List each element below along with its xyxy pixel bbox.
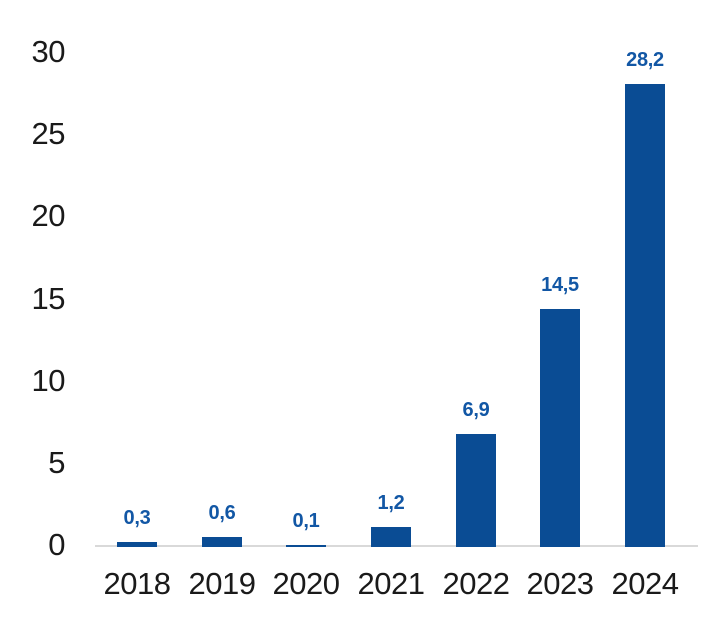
x-tick-label-2022: 2022: [442, 566, 510, 601]
bar-2023: [540, 309, 580, 547]
y-tick-label-30: 30: [31, 34, 66, 69]
bar-2022: [456, 434, 496, 547]
value-label-2020: 0,1: [292, 510, 320, 532]
bar-2019: [202, 537, 242, 547]
x-tick-label-2018: 2018: [103, 566, 171, 601]
bar-2018: [117, 542, 157, 547]
bar-2024: [625, 84, 665, 547]
bar-2021: [371, 527, 411, 547]
value-label-2022: 6,9: [462, 399, 490, 421]
bar-2020: [286, 545, 326, 547]
x-tick-label-2024: 2024: [611, 566, 679, 601]
value-label-2018: 0,3: [123, 507, 151, 529]
x-tick-label-2019: 2019: [188, 566, 256, 601]
value-label-2023: 14,5: [541, 274, 579, 296]
x-tick-label-2023: 2023: [526, 566, 594, 601]
value-label-2019: 0,6: [208, 502, 236, 524]
y-tick-label-0: 0: [48, 527, 65, 562]
y-tick-label-20: 20: [31, 198, 66, 234]
value-label-2024: 28,2: [626, 49, 664, 71]
y-tick-label-10: 10: [31, 362, 66, 398]
y-tick-label-15: 15: [31, 280, 66, 316]
x-tick-label-2020: 2020: [272, 566, 340, 601]
y-tick-label-25: 25: [31, 116, 66, 152]
x-tick-label-2021: 2021: [357, 566, 425, 601]
value-label-2021: 1,2: [377, 492, 405, 514]
y-tick-label-5: 5: [48, 444, 65, 480]
